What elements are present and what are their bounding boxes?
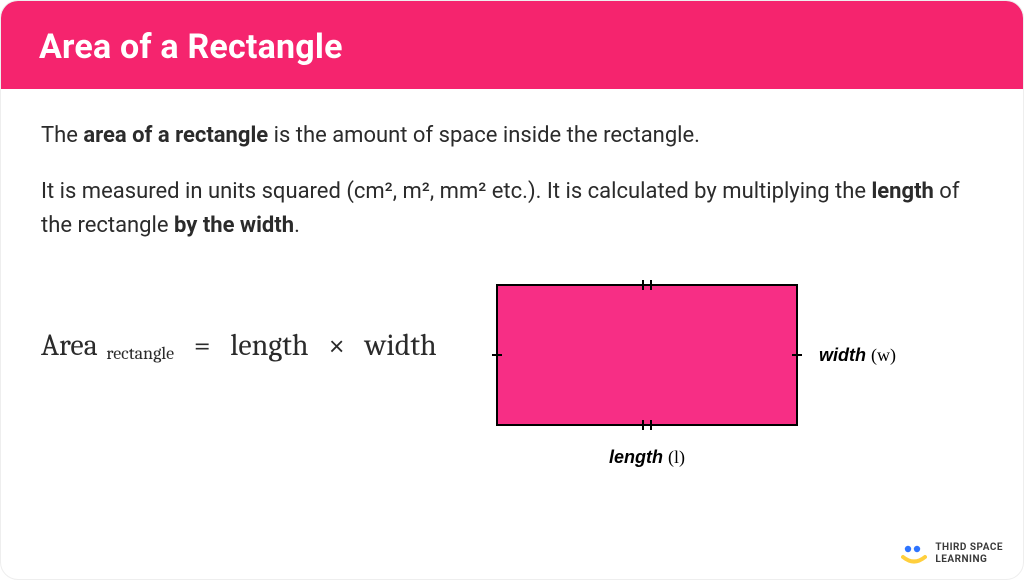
card-header: Area of a Rectangle bbox=[1, 1, 1023, 89]
diagram-svg: width (w) length (l) bbox=[477, 265, 917, 505]
area-formula: Area rectangle = length × width bbox=[41, 265, 437, 370]
equals-sign: = bbox=[194, 328, 211, 363]
formula-length: length bbox=[230, 328, 308, 363]
lesson-card: Area of a Rectangle The area of a rectan… bbox=[0, 0, 1024, 580]
formula-area-label: Area bbox=[41, 328, 98, 363]
times-sign: × bbox=[328, 328, 345, 363]
formula-area-subscript: rectangle bbox=[104, 343, 174, 364]
svg-text:width (w): width (w) bbox=[819, 345, 896, 366]
formula-row: Area rectangle = length × width width (w… bbox=[41, 265, 983, 505]
intro-paragraph-1: The area of a rectangle is the amount of… bbox=[41, 119, 983, 153]
rectangle-diagram: width (w) length (l) bbox=[477, 265, 983, 505]
formula-width: width bbox=[365, 328, 437, 363]
card-body: The area of a rectangle is the amount of… bbox=[1, 89, 1023, 505]
svg-text:length (l): length (l) bbox=[609, 447, 685, 468]
logo-icon bbox=[901, 544, 927, 564]
brand-logo: THIRD SPACE LEARNING bbox=[901, 542, 1003, 565]
intro-paragraph-2: It is measured in units squared (cm², m²… bbox=[41, 175, 983, 243]
logo-text: THIRD SPACE LEARNING bbox=[935, 542, 1003, 565]
page-title: Area of a Rectangle bbox=[39, 27, 343, 67]
